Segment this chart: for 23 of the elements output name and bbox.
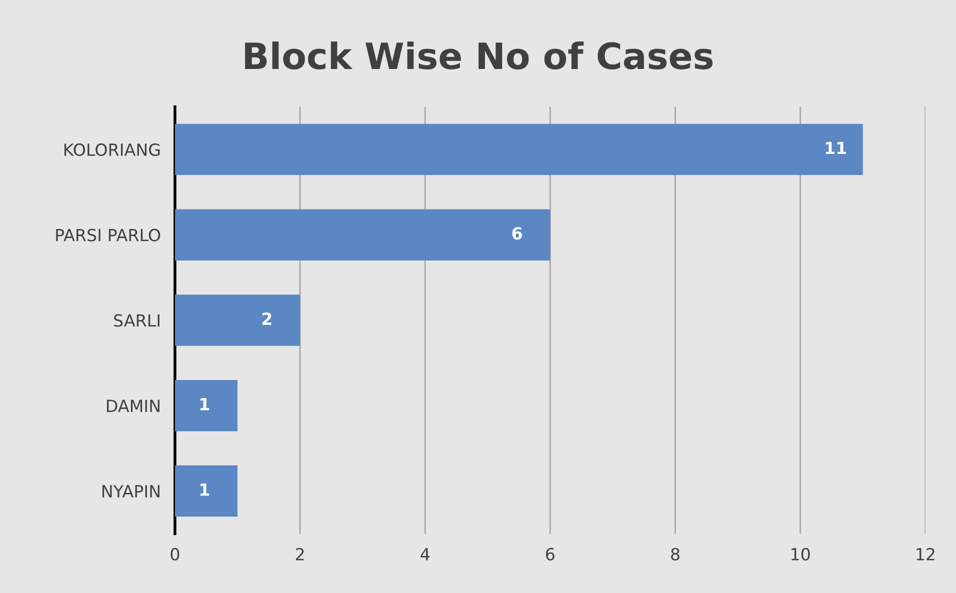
- y-tick-label: KOLORIANG: [64, 143, 160, 156]
- data-label: 2: [262, 312, 272, 325]
- bar: [174, 294, 300, 346]
- x-tick-label: 2: [296, 548, 304, 560]
- bar: [174, 380, 238, 432]
- x-tick-label: 8: [671, 548, 680, 560]
- x-tick-label: 12: [916, 548, 934, 560]
- chart-title: Block Wise No of Cases: [245, 42, 713, 70]
- x-tick-label: 4: [420, 548, 430, 560]
- data-label: 11: [826, 142, 846, 154]
- y-tick-label: DAMIN: [106, 400, 160, 412]
- data-label: 1: [200, 483, 210, 496]
- y-tick-label: PARSI PARLO: [56, 228, 160, 242]
- bar: [174, 124, 863, 176]
- y-tick-label: SARLI: [114, 314, 160, 327]
- x-tick-label: 6: [546, 548, 554, 560]
- data-label: 6: [512, 227, 522, 240]
- bar: [174, 465, 238, 517]
- data-label: 1: [200, 398, 210, 410]
- bar: [174, 209, 550, 260]
- x-tick-label: 0: [170, 548, 180, 560]
- x-tick-label: 10: [792, 548, 810, 560]
- y-tick-label: NYAPIN: [102, 485, 160, 498]
